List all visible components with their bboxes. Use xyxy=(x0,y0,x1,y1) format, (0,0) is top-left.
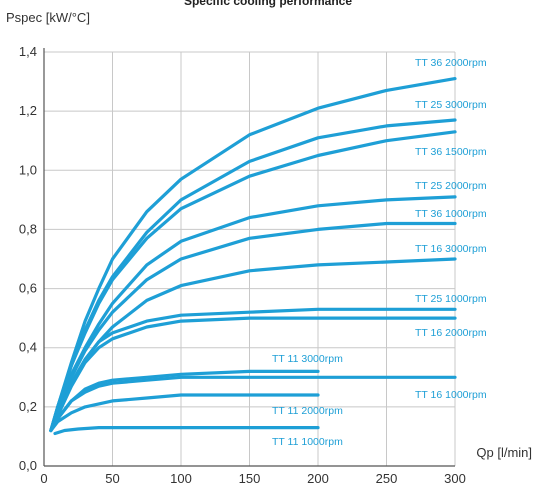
series-label: TT 25 2000rpm xyxy=(415,180,487,192)
series-line xyxy=(49,393,320,433)
x-tick-label: 0 xyxy=(40,471,47,486)
y-tick-label: 0,6 xyxy=(19,281,37,296)
y-axis-label: Pspec [kW/°C] xyxy=(6,10,90,25)
x-axis-label: Qp [l/min] xyxy=(476,445,532,460)
axes: 0 50 100 150 200 250 300 0,0 0,2 0,4 0,6 0,8 1,0 1,2 1… xyxy=(19,44,466,486)
series-line xyxy=(49,375,457,433)
series-line xyxy=(49,369,320,433)
chart-title: Specific cooling performance xyxy=(183,0,353,8)
series-label: TT 16 3000rpm xyxy=(415,243,487,255)
x-tick-label: 300 xyxy=(444,471,466,486)
y-tick-label: 1,0 xyxy=(19,162,37,177)
series-label: TT 11 2000rpm xyxy=(272,405,343,417)
series-line xyxy=(49,221,457,433)
series-label: TT 16 1000rpm xyxy=(415,389,487,401)
series-label: TT 36 1000rpm xyxy=(415,208,487,220)
y-tick-label: 0,4 xyxy=(19,340,37,355)
series-labels: TT 36 2000rpm TT 25 3000rpm TT 36 1500rpm T… xyxy=(272,57,487,448)
x-tick-label: 200 xyxy=(307,471,329,486)
series-lines xyxy=(49,77,457,436)
y-tick-label: 1,4 xyxy=(19,44,37,59)
series-label: TT 36 1500rpm xyxy=(415,146,487,158)
x-tick-label: 100 xyxy=(170,471,192,486)
x-tick-label: 250 xyxy=(376,471,398,486)
series-line xyxy=(53,426,320,436)
series-line xyxy=(49,130,457,433)
y-tick-label: 0,0 xyxy=(19,458,37,473)
y-tick-label: 0,8 xyxy=(19,221,37,236)
y-tick-label: 0,2 xyxy=(19,399,37,414)
series-label: TT 36 2000rpm xyxy=(415,57,487,69)
x-tick-label: 150 xyxy=(239,471,261,486)
series-label: TT 11 3000rpm xyxy=(272,353,343,365)
series-label: TT 11 1000rpm xyxy=(272,436,343,448)
series-label: TT 16 2000rpm xyxy=(415,327,487,339)
series-line xyxy=(49,257,457,433)
series-label: TT 25 3000rpm xyxy=(415,99,487,111)
x-tick-label: 50 xyxy=(105,471,119,486)
series-line xyxy=(49,316,457,433)
series-label: TT 25 1000rpm xyxy=(415,293,487,305)
y-tick-label: 1,2 xyxy=(19,103,37,118)
